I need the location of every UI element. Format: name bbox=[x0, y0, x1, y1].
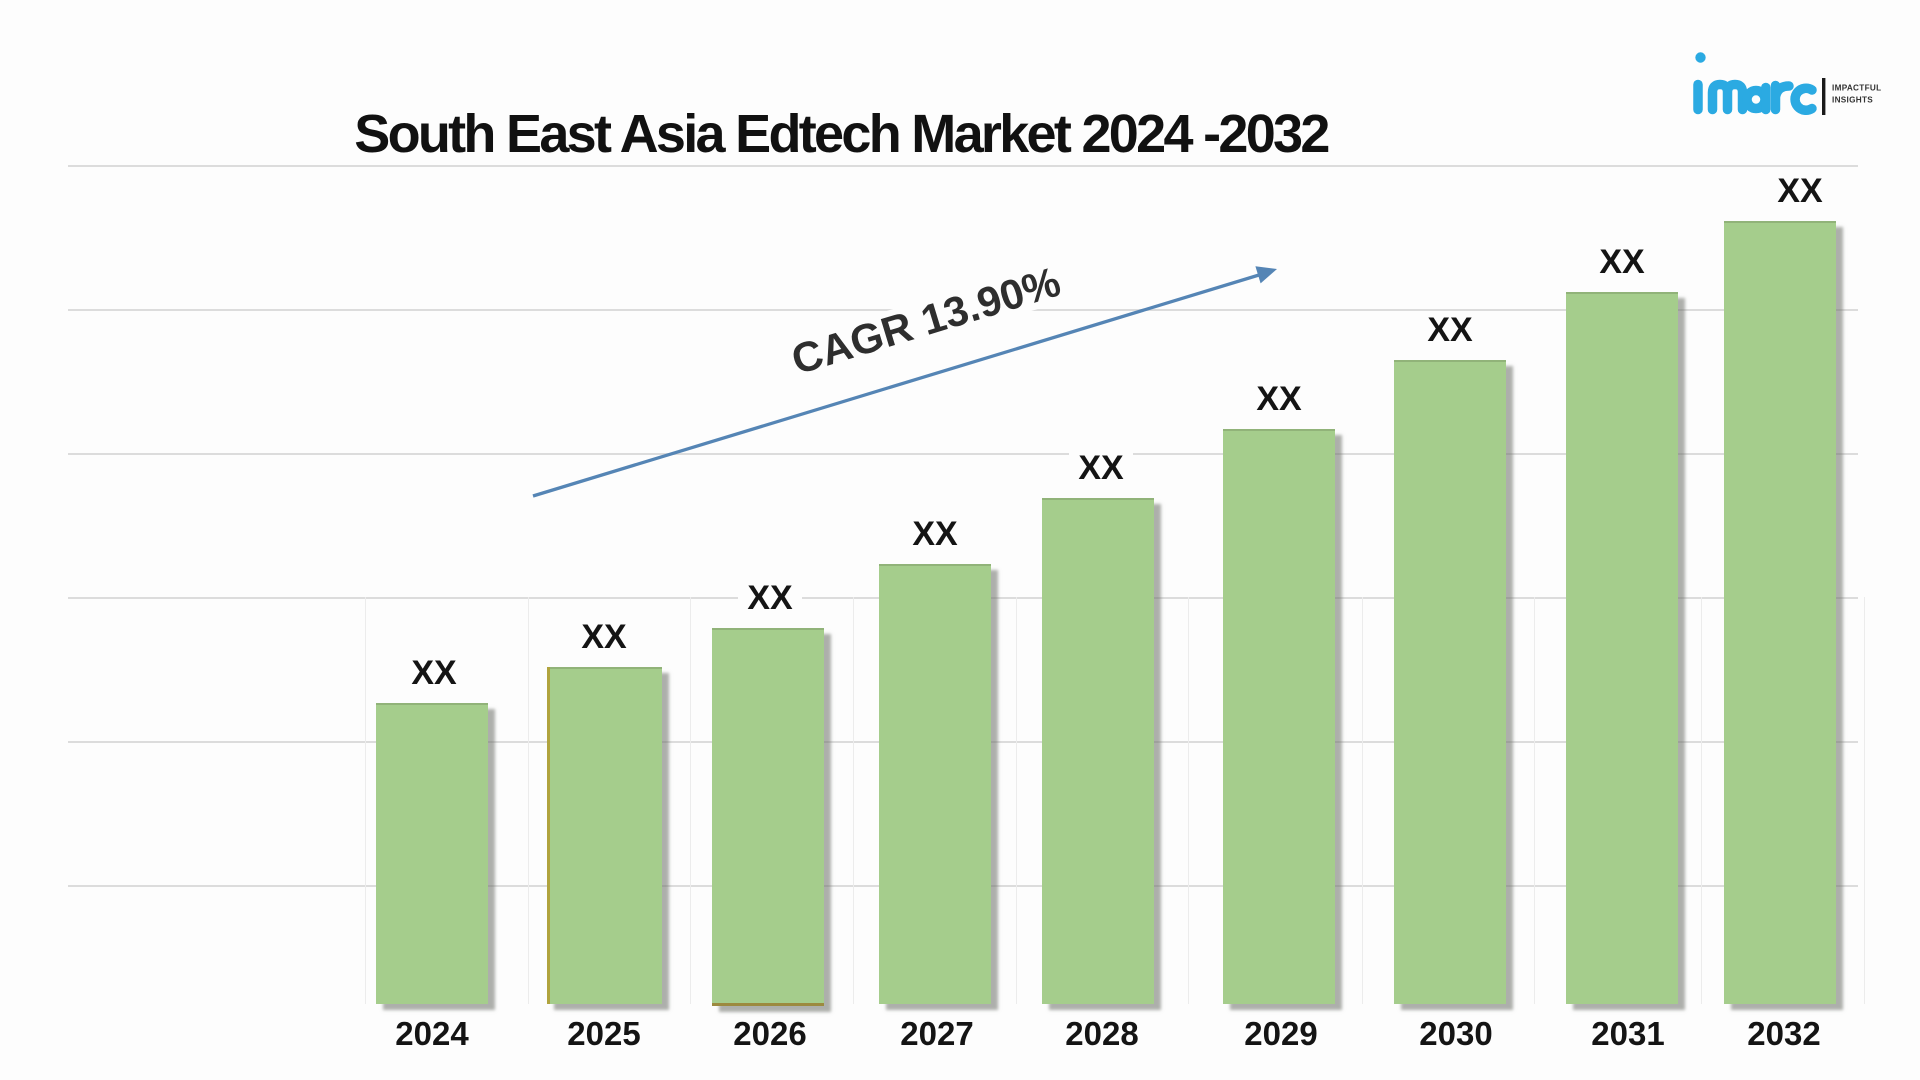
svg-text:IMPACTFUL: IMPACTFUL bbox=[1832, 84, 1881, 93]
svg-text:INSIGHTS: INSIGHTS bbox=[1832, 96, 1873, 105]
